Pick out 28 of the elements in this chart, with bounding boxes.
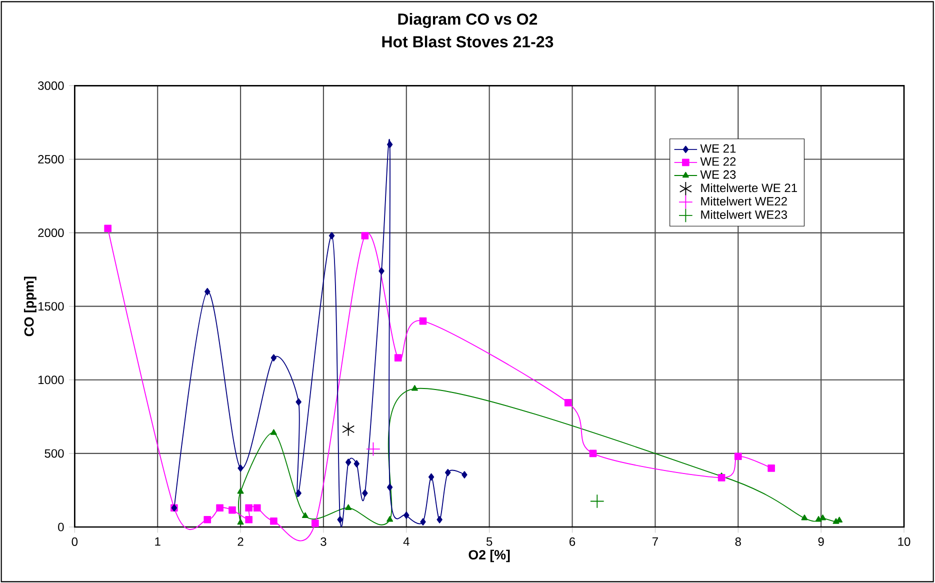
legend-label: WE 21 — [700, 144, 736, 153]
legend-label: WE 22 — [700, 157, 736, 166]
x-tick-label: 10 — [898, 537, 910, 546]
y-tick-label: 1500 — [38, 302, 64, 311]
x-tick-label: 4 — [403, 537, 410, 546]
y-tick-label: 2000 — [38, 228, 64, 238]
x-tick-label: 7 — [652, 537, 658, 546]
legend-label: Mittelwert WE23 — [701, 210, 788, 219]
x-tick-label: 9 — [818, 537, 824, 546]
x-tick-label: 8 — [735, 537, 741, 546]
legend-label: Mittelwert WE22 — [701, 196, 787, 206]
x-tick-label: 5 — [486, 537, 492, 546]
y-axis-title: CO [ppm] — [24, 276, 36, 336]
y-tick-label: 2500 — [38, 154, 64, 164]
x-tick-label: 3 — [320, 537, 326, 546]
x-tick-label: 6 — [570, 537, 576, 546]
chart-subtitle: Hot Blast Stoves 21-23 — [382, 36, 554, 48]
y-tick-label: 1000 — [38, 376, 64, 384]
legend-label: WE 23 — [700, 170, 736, 179]
y-tick-label: 500 — [44, 449, 64, 458]
x-axis-title: O2 [%] — [468, 550, 510, 562]
x-tick-label: 0 — [72, 537, 78, 546]
x-tick-label: 2 — [238, 537, 244, 546]
y-tick-label: 3000 — [38, 81, 64, 90]
y-tick-label: 0 — [58, 522, 64, 532]
legend-label: Mittelwerte WE 21 — [701, 183, 797, 192]
x-tick-label: 1 — [155, 537, 160, 546]
chart-title: Diagram CO vs O2 — [398, 13, 538, 28]
